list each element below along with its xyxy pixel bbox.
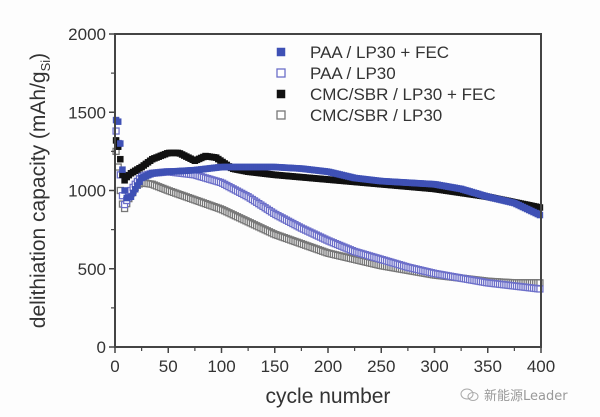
y-axis-title-close: ) <box>27 53 50 60</box>
legend-marker <box>276 89 286 99</box>
series-layer <box>112 116 544 293</box>
ticks-layer: 0 50 100 150 200 250 300 350 400 0 500 1000 1500 2000 <box>68 25 555 376</box>
data-point <box>536 211 544 219</box>
data-point <box>121 187 128 194</box>
y-tick-label: 2000 <box>68 25 106 44</box>
series-paa-lp30-fec <box>112 116 544 219</box>
legend-label: CMC/SBR / LP30 <box>310 106 442 125</box>
y-tick-label: 1500 <box>68 103 106 122</box>
data-point <box>119 166 126 173</box>
data-point <box>536 204 544 211</box>
data-point <box>117 155 124 163</box>
legend: PAA / LP30 + FEC PAA / LP30 CMC/SBR / LP30… <box>276 43 496 125</box>
x-tick-label: 250 <box>367 357 395 376</box>
y-tick-label: 500 <box>78 260 106 279</box>
y-axis-title-subscript: Si <box>38 60 53 72</box>
x-tick-label: 150 <box>261 357 289 376</box>
data-point <box>112 127 120 135</box>
legend-label: CMC/SBR / LP30 + FEC <box>310 85 496 104</box>
y-axis-title: delithiation capacity (mAh/gSi) <box>27 53 53 328</box>
legend-marker <box>276 68 286 78</box>
y-tick-label: 1000 <box>68 182 106 201</box>
wechat-icon <box>460 388 479 401</box>
legend-label: PAA / LP30 <box>310 64 396 83</box>
watermark-text: 新能源Leader <box>484 389 568 404</box>
y-axis-title-main: delithiation capacity (mAh/g <box>27 71 50 328</box>
legend-marker <box>276 47 286 57</box>
legend-label: PAA / LP30 + FEC <box>310 43 449 62</box>
x-tick-label: 200 <box>314 357 342 376</box>
legend-marker <box>276 110 286 120</box>
x-axis-title: cycle number <box>266 385 391 408</box>
watermark: 新能源Leader <box>460 385 568 404</box>
x-tick-label: 100 <box>207 357 235 376</box>
x-tick-label: 350 <box>474 357 502 376</box>
x-tick-label: 50 <box>159 357 178 376</box>
x-tick-label: 400 <box>527 357 555 376</box>
data-point <box>114 118 122 125</box>
y-tick-label: 0 <box>97 338 106 357</box>
x-tick-label: 0 <box>110 357 119 376</box>
data-point <box>536 285 544 293</box>
data-point <box>117 140 124 147</box>
x-tick-label: 300 <box>420 357 448 376</box>
